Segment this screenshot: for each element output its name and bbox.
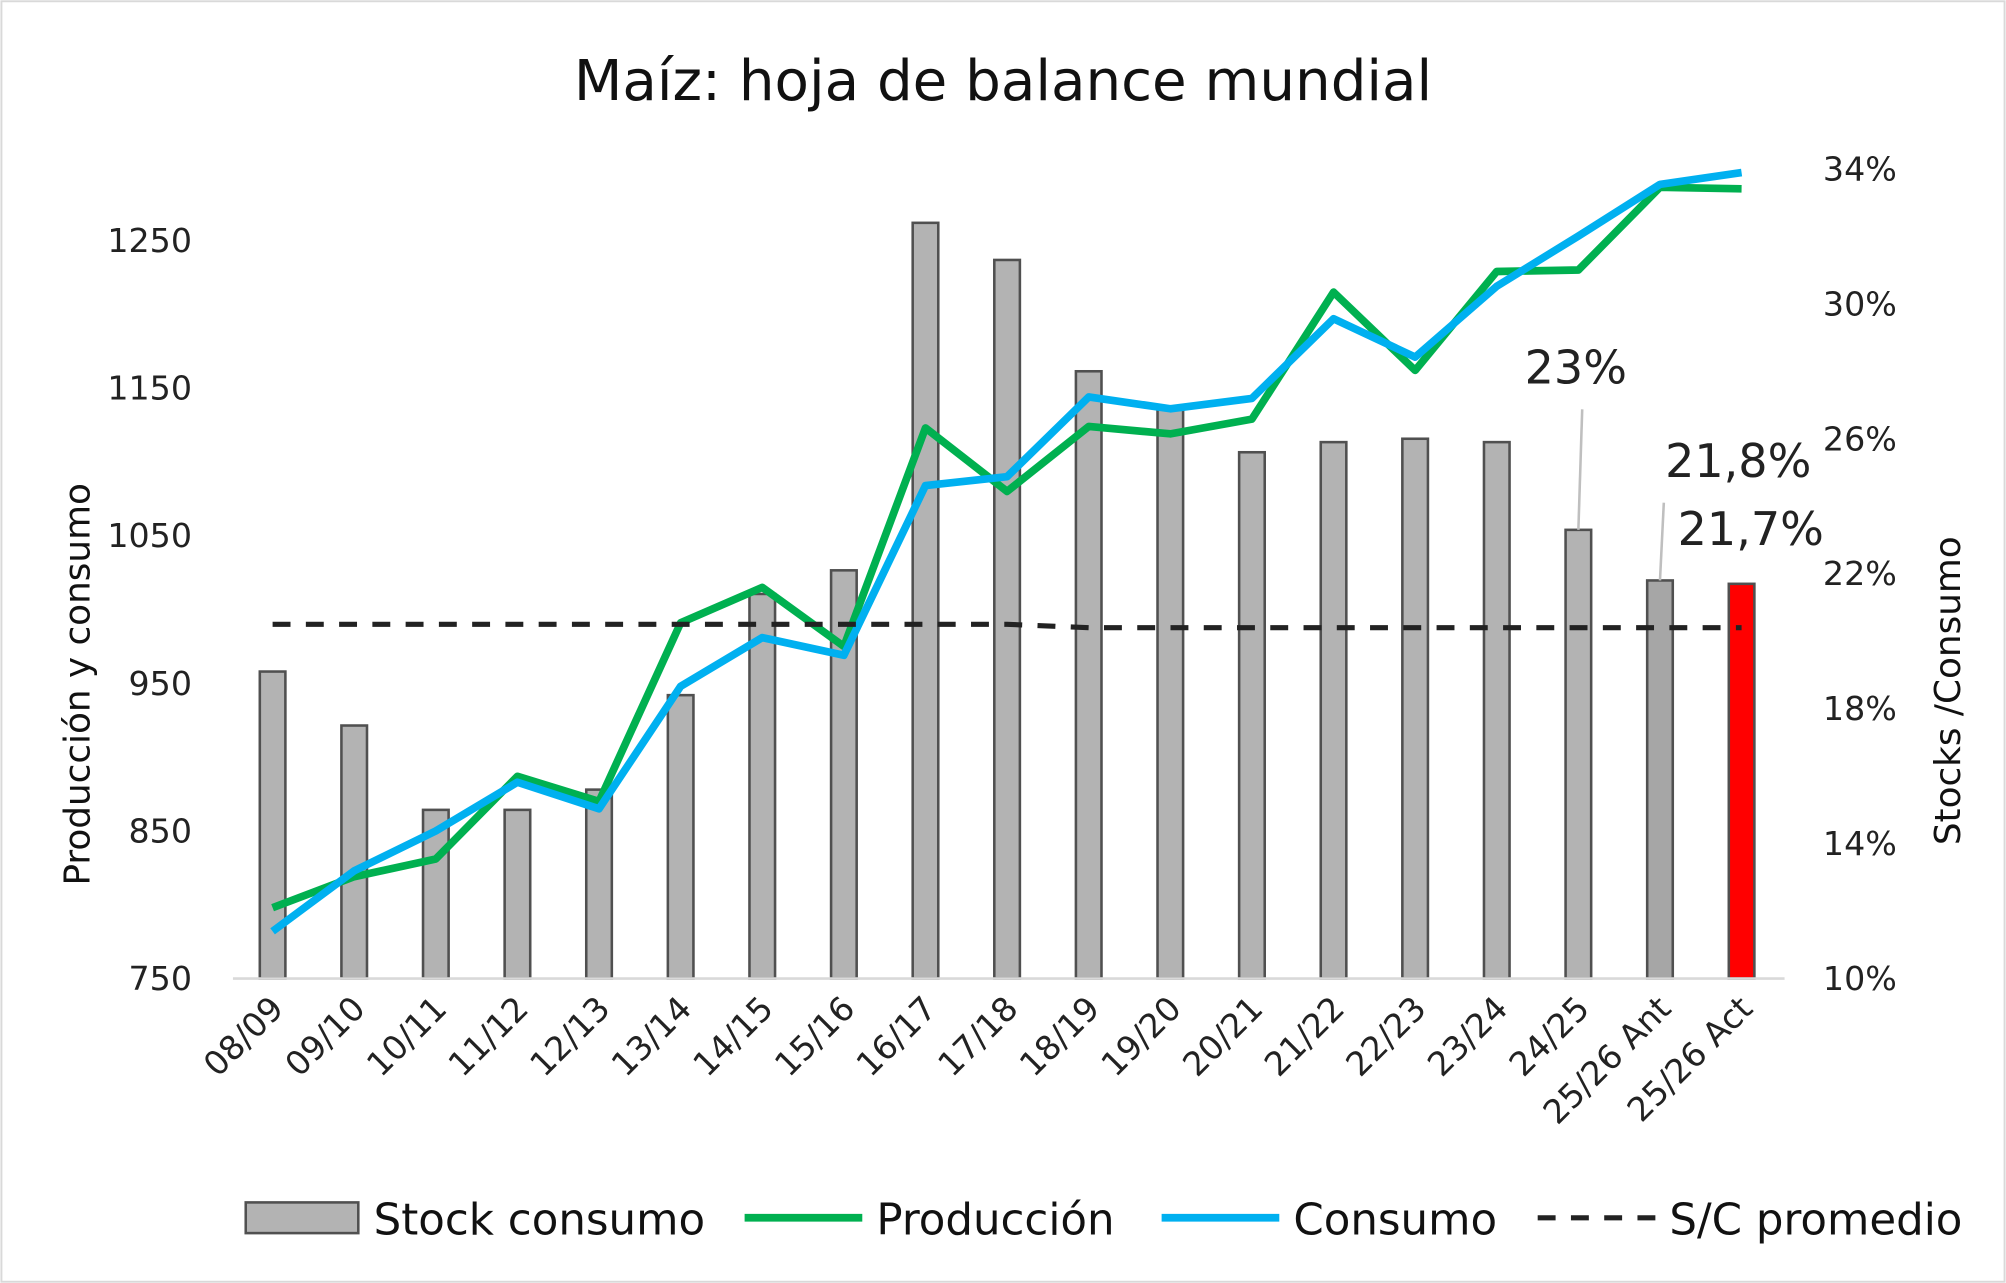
- left-tick-label: 1150: [107, 369, 192, 408]
- bar-series: [258, 221, 1756, 980]
- bar-08-09: [258, 670, 287, 980]
- right-tick-label: 18%: [1823, 689, 1897, 728]
- annotations: 23% 21,8% 21,7%: [1525, 341, 1824, 581]
- bar-17-18: [993, 258, 1022, 980]
- annotation-leader: [1577, 409, 1584, 530]
- right-axis-ticks: 10% 14% 18% 22% 26% 30% 34%: [1823, 149, 1897, 998]
- left-tick-label: 950: [129, 664, 192, 703]
- right-tick-label: 10%: [1823, 959, 1897, 998]
- left-tick-label: 850: [129, 811, 192, 850]
- legend-label: Producción: [876, 1195, 1114, 1245]
- legend-swatch: [244, 1201, 360, 1235]
- bar-22-23: [1401, 437, 1430, 980]
- bar-20-21: [1237, 450, 1266, 980]
- bar-13-14: [666, 693, 695, 980]
- line-consumo: [270, 168, 1743, 935]
- bar-11-12: [503, 808, 532, 980]
- bar-25-26-Ant: [1645, 579, 1675, 980]
- bar-25-26-Act: [1727, 582, 1756, 980]
- left-tick-label: 750: [129, 959, 192, 998]
- chart-title: Maíz: hoja de balance mundial: [574, 49, 1432, 114]
- bar-16-17: [911, 221, 940, 980]
- right-tick-label: 34%: [1823, 149, 1897, 188]
- bar-23-24: [1482, 440, 1511, 980]
- right-axis-label: Stocks /Consumo: [1928, 536, 1969, 845]
- bar-18-19: [1074, 369, 1103, 980]
- bar-14-15: [748, 592, 777, 980]
- right-tick-label: 14%: [1823, 824, 1897, 863]
- bar-12-13: [584, 788, 614, 980]
- left-tick-label: 1250: [107, 221, 192, 260]
- legend: Stock consumo Producción Consumo S/C promed…: [244, 1195, 1962, 1245]
- line-s-c-promedio: [272, 621, 1742, 631]
- right-tick-label: 22%: [1823, 554, 1897, 593]
- bar-21-22: [1319, 440, 1348, 980]
- legend-label: S/C promedio: [1669, 1195, 1962, 1245]
- left-tick-label: 1050: [107, 516, 192, 555]
- left-axis-ticks: 750 850 950 1050 1150 1250: [107, 221, 192, 998]
- annotation-label: 21,7%: [1678, 502, 1824, 556]
- legend-label: Consumo: [1293, 1195, 1497, 1245]
- left-axis-label: Producción y consumo: [58, 483, 99, 885]
- right-tick-label: 26%: [1823, 419, 1897, 458]
- line-producci-n: [271, 183, 1742, 912]
- line-series: [270, 168, 1743, 935]
- annotation-label: 21,8%: [1665, 434, 1811, 488]
- annotation-leader: [1658, 502, 1666, 581]
- bar-19-20: [1156, 407, 1185, 980]
- bar-09-10: [340, 724, 369, 980]
- legend-label: Stock consumo: [374, 1195, 705, 1245]
- annotation-label: 23%: [1525, 341, 1627, 395]
- bar-24-25: [1564, 528, 1593, 980]
- right-tick-label: 30%: [1823, 284, 1897, 323]
